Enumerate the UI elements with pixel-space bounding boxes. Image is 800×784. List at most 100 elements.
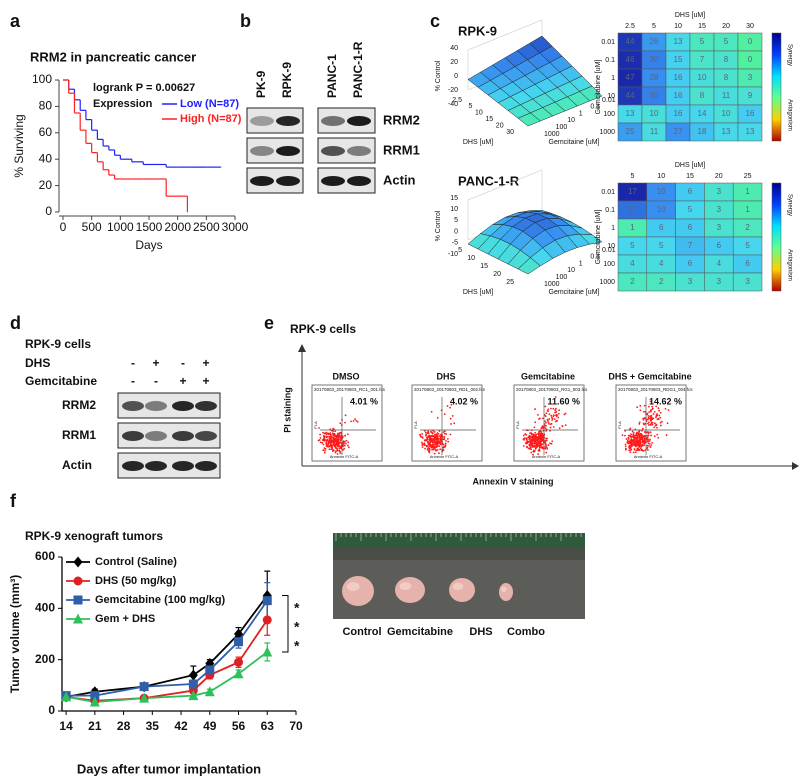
legend-label: Gemcitabine (100 mg/kg) <box>95 594 226 606</box>
heatmap-row-label: 10 <box>607 93 615 100</box>
flow-dot <box>336 436 339 439</box>
marker <box>139 682 149 692</box>
legend-label: Control (Saline) <box>95 556 177 568</box>
x-tick-label: 70 <box>289 719 303 733</box>
flow-dot <box>325 431 327 434</box>
flow-dot <box>339 432 341 434</box>
flow-dot <box>319 433 321 436</box>
protein-label: RRM2 <box>62 398 96 412</box>
heatmap-column-label: 5 <box>652 23 656 30</box>
z-tick-label: 5 <box>454 217 458 224</box>
flow-title: DMSO <box>333 371 360 381</box>
flow-title: Gemcitabine <box>521 371 575 381</box>
flow-dot <box>439 443 442 446</box>
flow-dot <box>625 438 628 440</box>
flow-dot <box>632 439 635 441</box>
flow-dot <box>328 441 331 444</box>
flow-dot <box>437 433 440 435</box>
flow-dot <box>335 443 338 445</box>
flow-dot <box>651 418 654 421</box>
heatmap-value: 5 <box>724 37 729 46</box>
colorbar <box>771 32 782 142</box>
flow-dot <box>647 405 650 408</box>
flow-dot <box>419 433 422 436</box>
y-tick-label: 0 <box>48 703 55 717</box>
flow-dot <box>318 439 321 441</box>
flow-dot <box>525 434 528 436</box>
flow-dot <box>334 438 336 441</box>
y-tick-label: 80 <box>39 99 53 113</box>
y-tick-label: 1 <box>579 110 583 117</box>
flow-dot <box>549 442 552 445</box>
flow-dot <box>546 418 549 421</box>
flow-dot <box>426 432 429 435</box>
flow-dot <box>643 444 646 446</box>
y-tick-label: 1000 <box>544 131 560 138</box>
heatmap-value: 16 <box>674 73 683 82</box>
lane-label: PANC-1 <box>325 54 339 98</box>
heatmap-x-label: DHS [uM] <box>675 12 705 19</box>
flow-dot <box>648 442 651 445</box>
heatmap-row-label: 1000 <box>599 279 615 286</box>
heatmap-value: 6 <box>717 241 722 250</box>
panel-title: RPK-9 <box>458 23 497 38</box>
heatmap-value: 15 <box>674 55 683 64</box>
flow-dot <box>629 446 632 449</box>
flow-dot <box>432 448 435 451</box>
blot-band <box>321 116 345 126</box>
y-axis-label: PI staining <box>282 387 292 433</box>
flow-dot <box>330 433 332 436</box>
flow-dot <box>650 409 652 412</box>
flow-dot <box>653 435 656 438</box>
colorbar-label: Antagonism <box>786 249 792 281</box>
heatmap-value: 16 <box>746 109 755 118</box>
heatmap-value: 8 <box>724 55 729 64</box>
z-tick-label: -5 <box>452 240 458 247</box>
flow-dot <box>633 441 636 444</box>
heatmap-row-label: 100 <box>603 111 615 118</box>
y-axis-label: Gemcitaine [uM] <box>549 139 600 146</box>
flow-dot <box>334 435 337 438</box>
x-tick-label: 42 <box>174 719 188 733</box>
flow-dot <box>649 419 652 421</box>
heatmap-value: 8 <box>700 91 705 100</box>
flow-dot <box>650 410 652 413</box>
flow-dot <box>443 430 446 433</box>
flow-dot <box>331 446 334 449</box>
flow-dot <box>327 432 329 435</box>
y-axis-label: Tumor volume (mm³) <box>8 575 22 693</box>
flow-dot <box>654 422 656 425</box>
flow-dot <box>629 451 632 454</box>
flow-dot <box>552 407 555 410</box>
x-axis-label: Annexin V staining <box>472 476 553 486</box>
flow-dot <box>323 447 326 450</box>
y-tick-label: 100 <box>32 72 52 86</box>
flow-dot <box>451 415 454 417</box>
heatmap-value: 6 <box>745 259 750 268</box>
flow-dot <box>537 433 540 435</box>
flow-dot <box>632 451 635 454</box>
flow-dot <box>528 444 531 446</box>
flow-dot <box>545 444 547 447</box>
protein-label: Actin <box>383 172 416 187</box>
flow-file: 20170803_20170803_RD1_002.fcs <box>414 387 486 392</box>
z-tick-label: -10 <box>448 251 458 258</box>
flow-dot <box>325 439 328 442</box>
flow-dot <box>334 447 337 449</box>
flow-dot <box>626 439 629 442</box>
flow-dot <box>540 434 543 437</box>
flow-dot <box>653 426 656 429</box>
flow-dot <box>439 448 442 451</box>
flow-dot <box>650 414 653 417</box>
flow-dot <box>625 447 627 450</box>
flow-dot <box>532 453 534 456</box>
blot-band <box>250 116 274 126</box>
flow-dot <box>433 440 436 443</box>
treatment-sign: - <box>131 374 135 388</box>
flow-dot <box>628 449 631 452</box>
blot-band <box>321 176 345 186</box>
flow-dot <box>561 425 564 428</box>
z-axis-label: % Control <box>435 60 442 91</box>
flow-dot <box>626 441 629 444</box>
flow-dot <box>426 436 429 439</box>
